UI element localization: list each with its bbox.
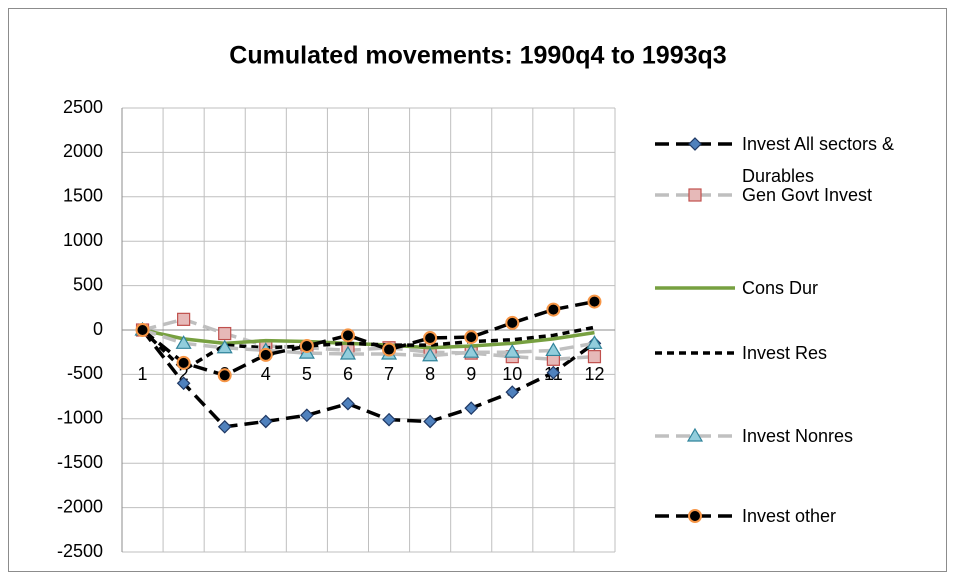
marker: [464, 330, 479, 345]
legend-label: Invest other: [742, 506, 837, 526]
x-tick-label: 8: [425, 364, 435, 384]
marker: [300, 408, 314, 423]
legend-label: Invest All sectors & Durables: [742, 134, 895, 186]
x-tick-label: 7: [384, 364, 394, 384]
series-line: [141, 328, 596, 429]
x-tick-label: 2: [179, 364, 189, 384]
marker: [587, 350, 602, 364]
x-tick-label: 6: [343, 364, 353, 384]
y-tick-label: 0: [93, 319, 103, 339]
marker: [505, 315, 520, 330]
marker: [175, 335, 192, 349]
legend-marker: [688, 509, 702, 523]
y-tick-label: -2500: [57, 541, 103, 561]
legend-marker: [688, 137, 702, 151]
marker: [382, 342, 397, 357]
series-line: [142, 328, 595, 358]
marker: [505, 385, 520, 400]
y-tick-label: -1000: [57, 408, 103, 428]
chart-border: [8, 8, 947, 572]
marker: [218, 326, 232, 341]
marker: [587, 294, 602, 309]
legend-label: Invest Res: [742, 343, 828, 363]
marker: [340, 328, 355, 343]
marker: [339, 345, 357, 360]
marker: [216, 339, 233, 354]
marker: [504, 344, 521, 358]
y-tick-label: 2500: [63, 97, 103, 117]
marker: [176, 376, 191, 391]
series-line: [141, 299, 595, 378]
marker: [217, 368, 232, 383]
marker: [464, 401, 479, 415]
marker: [341, 396, 355, 411]
marker: [545, 342, 562, 357]
marker: [546, 302, 561, 317]
y-tick-label: 2000: [63, 141, 103, 161]
marker: [586, 335, 603, 349]
y-tick-label: 500: [73, 274, 103, 294]
legend-marker: [688, 188, 702, 202]
marker: [546, 365, 561, 380]
marker: [177, 312, 191, 326]
legend-marker: [686, 427, 704, 442]
x-tick-label: 9: [466, 364, 476, 384]
marker: [463, 344, 480, 358]
x-tick-label: 5: [302, 364, 312, 384]
series-line: [142, 328, 595, 350]
x-tick-label: 10: [502, 364, 522, 384]
legend-label: Cons Dur: [742, 278, 819, 298]
marker: [258, 347, 273, 362]
legend-label: Invest Nonres: [742, 426, 854, 446]
y-tick-label: -500: [67, 363, 103, 383]
marker: [382, 412, 396, 427]
marker: [176, 355, 191, 370]
marker: [423, 330, 438, 345]
series-line: [141, 325, 595, 373]
y-tick-label: 1000: [63, 230, 103, 250]
legend-label: Gen Govt Invest: [742, 185, 873, 205]
x-tick-label: 4: [261, 364, 271, 384]
y-tick-label: -1500: [57, 452, 103, 472]
y-tick-label: -2000: [57, 496, 103, 516]
y-tick-label: 1500: [63, 186, 103, 206]
marker: [299, 338, 314, 353]
marker: [422, 347, 439, 362]
x-tick-label: 1: [138, 364, 148, 384]
marker: [217, 419, 232, 434]
marker: [135, 323, 150, 337]
chart-title: Cumulated movements: 1990q4 to 1993q3: [229, 42, 726, 70]
x-tick-label: 12: [584, 364, 604, 384]
marker: [258, 414, 273, 429]
marker: [423, 414, 437, 429]
